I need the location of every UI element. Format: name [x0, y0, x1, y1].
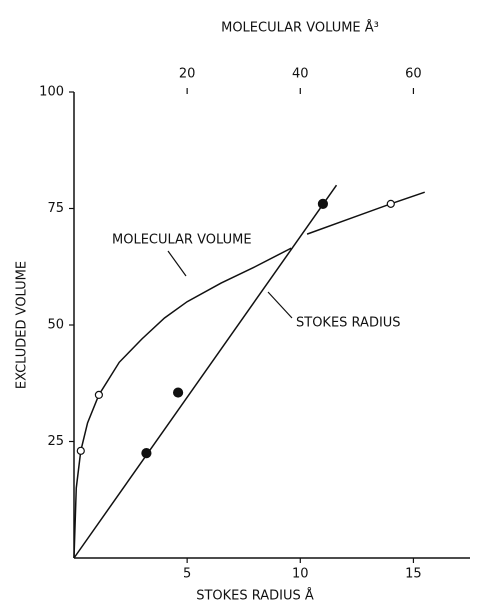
- data-point: [172, 387, 184, 398]
- y-axis-title: EXCLUDED VOLUME: [15, 261, 30, 389]
- leader-line: [167, 250, 187, 277]
- x-tick-label: 15: [405, 567, 422, 582]
- series-label: MOLECULAR VOLUME: [112, 233, 252, 248]
- data-point: [141, 448, 152, 459]
- series-line: [73, 191, 425, 559]
- data-point: [76, 446, 85, 455]
- leader-line: [267, 291, 293, 319]
- series-line: [73, 184, 338, 559]
- y-tick-label: 50: [47, 318, 64, 333]
- x2-tick-label: 20: [179, 67, 196, 82]
- x2-tick-label: 40: [292, 67, 309, 82]
- top-axis-title: MOLECULAR VOLUME Å³: [221, 20, 379, 36]
- y-tick-label: 25: [47, 434, 64, 449]
- data-point: [386, 199, 395, 208]
- x-axis-title: STOKES RADIUS Å: [196, 588, 314, 604]
- x-tick-label: 10: [292, 567, 309, 582]
- data-point: [94, 390, 103, 399]
- series-label: STOKES RADIUS: [296, 316, 401, 331]
- y-tick-label: 100: [39, 85, 64, 100]
- x-tick-label: 5: [183, 567, 191, 582]
- y-tick-label: 75: [47, 201, 64, 216]
- data-point: [317, 198, 329, 209]
- x2-tick-label: 60: [405, 67, 422, 82]
